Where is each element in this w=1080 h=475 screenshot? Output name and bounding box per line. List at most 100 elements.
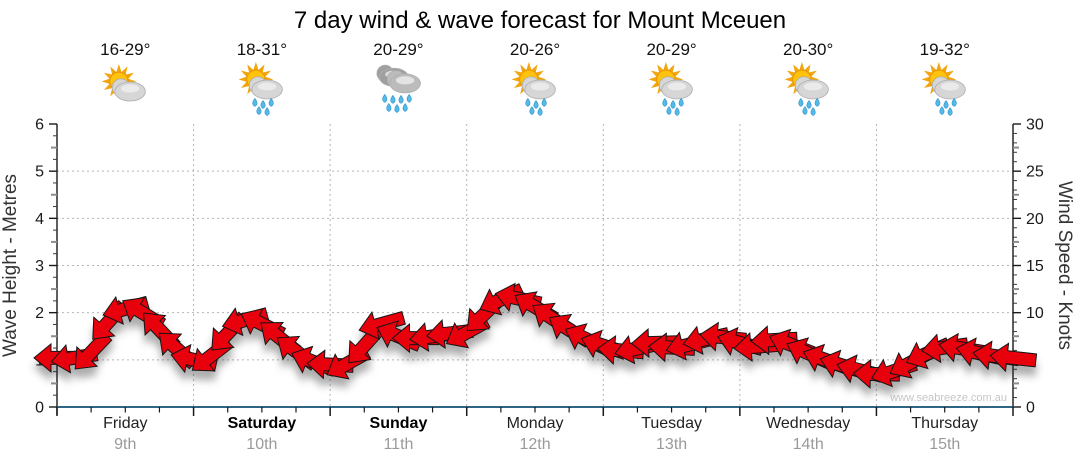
x-axis-day-labels: Friday 9th Saturday 10th Sunday 11th Mon… [57, 413, 1013, 455]
raindrop [666, 106, 672, 115]
day-summary: 20-30° [740, 40, 877, 120]
rain-cloud-icon [376, 64, 422, 113]
day-label-tuesday: Tuesday 13th [603, 413, 740, 455]
left-tick-label: 0 [35, 400, 44, 417]
raindrop [537, 107, 543, 116]
day-label-sunday: Sunday 11th [330, 413, 467, 455]
raindrop [947, 107, 953, 116]
day-name: Sunday [369, 415, 428, 432]
day-summary: 19-32° [876, 40, 1013, 120]
temperature-range: 20-29° [646, 40, 697, 59]
cloud [521, 76, 556, 100]
raindrop [806, 100, 812, 109]
cloud [795, 76, 829, 100]
day-name: Thursday [911, 415, 979, 432]
sun-cloud-rain-icon [779, 62, 837, 116]
day-date: 11th [383, 436, 414, 453]
temperature-range: 18-31° [236, 40, 287, 59]
raindrop [399, 94, 404, 104]
wind-direction-arrow [989, 342, 1038, 373]
raindrop [661, 97, 667, 107]
raindrop [525, 97, 531, 107]
wind-arrow-band [33, 282, 1038, 389]
day-date: 15th [929, 436, 961, 453]
right-axis-title: Wind Speed - Knots [1054, 181, 1075, 350]
day-label-saturday: Saturday 10th [194, 413, 331, 455]
rain-cloud-icon [369, 62, 427, 116]
raindrop [403, 103, 409, 112]
raindrop [260, 100, 266, 109]
temperature-range: 20-26° [509, 40, 561, 59]
sun-cloud-rain-icon [921, 62, 966, 116]
sun-cloud-rain-icon [506, 62, 564, 116]
day-summary: 20-29° [603, 40, 740, 120]
day-date: 14th [792, 436, 824, 453]
cloud [387, 70, 422, 94]
temperature-range: 16-29° [100, 40, 151, 59]
chart-title: 7 day wind & wave forecast for Mount Mce… [293, 7, 787, 34]
cloud [658, 76, 693, 100]
raindrop [951, 97, 957, 107]
sun-cloud-icon [96, 62, 154, 116]
raindrop [252, 97, 258, 107]
wind-direction-arrow [358, 310, 406, 340]
raindrop [390, 94, 396, 104]
raindrop [943, 100, 949, 109]
right-tick-label: 25 [1026, 164, 1044, 181]
day-date: 12th [519, 436, 551, 453]
watermark: www.seabreeze.com.au [889, 392, 1007, 404]
raindrop [670, 100, 676, 109]
raindrop [674, 107, 680, 116]
right-tick-label: 0 [1026, 400, 1035, 417]
raindrop [939, 106, 945, 115]
raindrop [935, 97, 941, 107]
sun-cloud-rain-icon [916, 62, 974, 116]
day-name: Wednesday [766, 415, 851, 432]
raindrop [268, 97, 274, 107]
day-summary: 18-31° [194, 40, 331, 120]
raindrop [798, 97, 804, 107]
raindrop [541, 97, 547, 107]
temperature-range: 20-30° [783, 40, 834, 59]
raindrop [264, 107, 270, 116]
raindrop [533, 100, 539, 109]
day-name: Friday [103, 415, 148, 432]
raindrop [394, 104, 400, 113]
day-name: Tuesday [641, 415, 702, 432]
cloud [112, 78, 147, 102]
day-name: Saturday [227, 415, 297, 432]
right-tick-label: 20 [1026, 211, 1044, 228]
raindrop [407, 93, 413, 103]
day-date: 9th [114, 436, 137, 453]
raindrop [256, 106, 262, 115]
daily-summary-row: 16-29° 18-31° 20-29° 20-26° 20-29° 20-30… [57, 40, 1013, 120]
cloud [931, 76, 966, 100]
day-summary: 16-29° [57, 40, 194, 120]
sun-cloud-rain-icon [784, 62, 829, 116]
day-label-monday: Monday 12th [467, 413, 604, 455]
raindrop [529, 106, 535, 115]
left-tick-label: 2 [35, 305, 44, 322]
raindrop [386, 103, 392, 112]
day-label-thursday: Thursday 15th [876, 413, 1013, 455]
raindrop [802, 106, 808, 115]
day-name: Monday [506, 415, 564, 432]
sun-cloud-icon [101, 64, 147, 102]
sun-cloud-rain-icon [511, 62, 556, 116]
sun-cloud-rain-icon [643, 62, 701, 116]
right-tick-label: 10 [1026, 305, 1044, 322]
right-tick-label: 30 [1026, 117, 1044, 134]
raindrop [382, 93, 388, 103]
day-label-wednesday: Wednesday 14th [740, 413, 877, 455]
left-tick-label: 6 [35, 117, 44, 134]
left-axis-title: Wave Height - Metres [0, 174, 21, 357]
sun-cloud-rain-icon [233, 62, 291, 116]
left-tick-label: 5 [35, 164, 44, 181]
day-summary: 20-26° [467, 40, 604, 120]
raindrop [810, 107, 816, 116]
day-summary: 20-29° [330, 40, 467, 120]
cloud [248, 76, 283, 100]
raindrop [814, 97, 820, 107]
